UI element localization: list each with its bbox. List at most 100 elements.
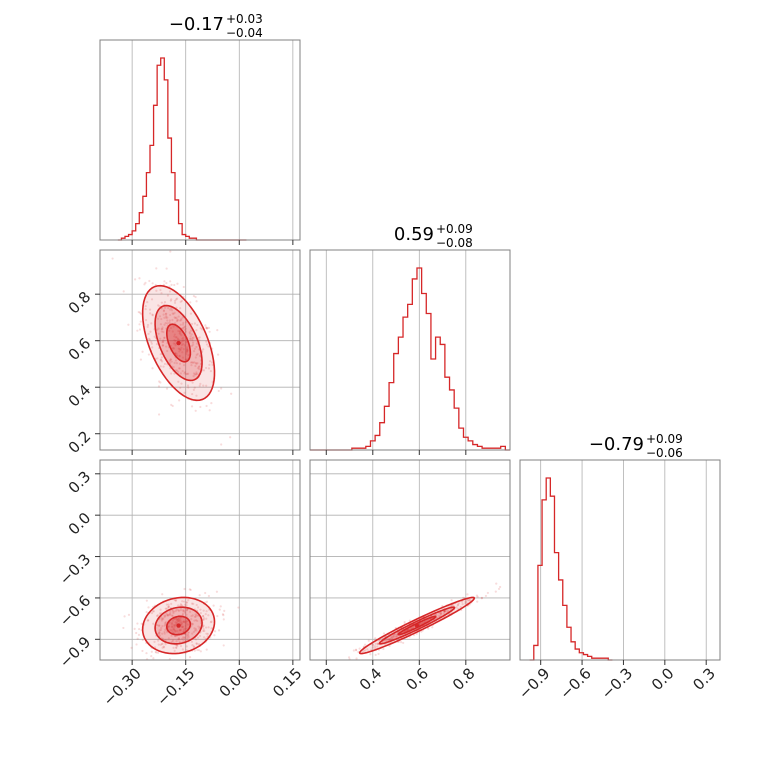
sample-point [174, 339, 177, 343]
contour-line [154, 304, 203, 382]
sample-point [180, 319, 183, 322]
x-tick-label: 0.6 [402, 664, 432, 694]
sample-point [217, 353, 220, 356]
sample-point [189, 338, 192, 341]
sample-point [165, 607, 168, 610]
sample-point [475, 594, 479, 597]
sample-point [176, 319, 180, 322]
sample-point [177, 347, 180, 350]
sample-point [172, 624, 175, 627]
sample-point [172, 610, 176, 613]
sample-point [480, 596, 484, 599]
sample-point [172, 366, 175, 369]
sample-point [185, 603, 188, 607]
x-tick-label: 0.2 [309, 664, 339, 694]
sample-point [180, 622, 183, 625]
sample-point [171, 619, 175, 622]
sample-point [435, 613, 438, 617]
sample-point [188, 656, 192, 659]
sample-point [174, 620, 177, 624]
sample-point [216, 614, 219, 618]
sample-point [183, 636, 186, 639]
sample-point [176, 617, 179, 621]
sample-point [175, 618, 178, 621]
sample-point [182, 326, 185, 329]
sample-point [202, 624, 205, 627]
sample-point [192, 375, 195, 378]
sample-point [419, 622, 423, 625]
sample-point [205, 617, 208, 620]
sample-point [459, 605, 462, 609]
sample-point [390, 636, 393, 640]
sample-point [355, 649, 358, 652]
sample-point [177, 367, 181, 370]
sample-point [180, 299, 183, 303]
sample-point [168, 613, 171, 616]
sample-point [168, 290, 172, 293]
sample-point [497, 587, 501, 591]
sample-point [173, 283, 176, 287]
x-tick-label: 0.15 [269, 664, 305, 700]
sample-point [223, 609, 226, 612]
sample-point [198, 627, 201, 630]
sample-point [464, 600, 467, 603]
sample-point [137, 633, 141, 636]
sample-point [180, 334, 183, 337]
sample-point [160, 330, 163, 333]
sample-point [158, 612, 162, 615]
sample-point [173, 598, 176, 602]
sample-point [163, 336, 166, 339]
sample-point [169, 313, 172, 317]
sample-point [174, 599, 177, 602]
sample-point [210, 620, 213, 623]
panel-frame [99, 249, 301, 451]
sample-point [145, 652, 148, 655]
sample-point [173, 299, 177, 302]
sample-point [389, 637, 392, 640]
sample-point [411, 626, 414, 629]
sample-point [165, 603, 168, 606]
sample-point [197, 625, 200, 628]
sample-point [147, 332, 150, 335]
sample-point [178, 330, 181, 333]
sample-point [179, 609, 183, 612]
title-median: 0.59 [394, 224, 434, 245]
sample-point [174, 359, 178, 362]
sample-point [179, 618, 182, 622]
sample-point [122, 290, 125, 293]
sample-point [406, 629, 409, 632]
sample-point [197, 365, 200, 369]
sample-point [371, 646, 374, 649]
sample-point [184, 611, 187, 614]
sample-point [207, 367, 211, 370]
sample-point [175, 621, 178, 625]
sample-point [141, 649, 144, 653]
center-point [176, 340, 181, 346]
sample-point [457, 602, 460, 605]
sample-point [382, 632, 386, 635]
sample-point [185, 649, 188, 652]
sample-point [174, 630, 177, 633]
sample-point [181, 612, 185, 615]
sample-point [135, 643, 138, 646]
sample-point [147, 353, 150, 356]
sample-point [134, 278, 137, 281]
sample-point [180, 622, 183, 625]
sample-point [217, 389, 220, 393]
sample-point [174, 342, 177, 345]
sample-point [172, 347, 175, 350]
title-plus: +0.03 [226, 12, 263, 26]
sample-point [159, 337, 162, 340]
sample-point [190, 344, 194, 348]
sample-point [151, 610, 154, 613]
sample-point [171, 631, 174, 634]
sample-point [168, 329, 171, 332]
sample-point [178, 621, 181, 624]
sample-point [181, 323, 185, 326]
sample-point [166, 316, 169, 319]
sample-point [184, 330, 187, 333]
histogram-1 [310, 267, 510, 451]
sample-point [392, 637, 395, 640]
sample-point [155, 623, 159, 627]
sample-point [211, 363, 214, 366]
